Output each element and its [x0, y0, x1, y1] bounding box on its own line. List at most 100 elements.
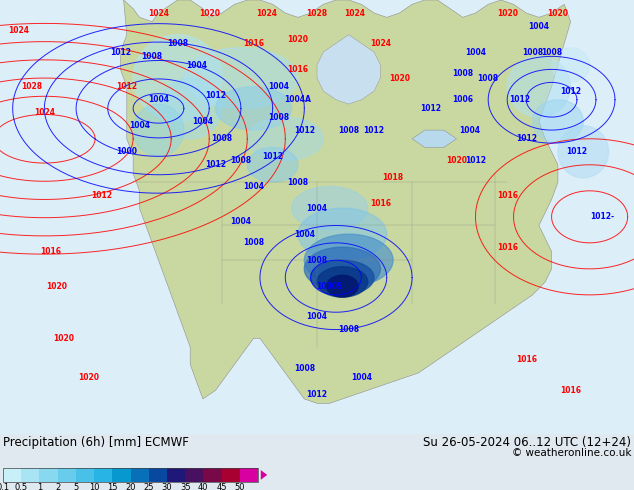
- Bar: [39, 468, 58, 482]
- Bar: [3, 468, 258, 482]
- Text: 1028: 1028: [21, 82, 42, 91]
- Text: 1020: 1020: [78, 373, 100, 382]
- Text: 1012: 1012: [262, 151, 283, 161]
- Text: 1016: 1016: [515, 355, 537, 365]
- Text: 10: 10: [89, 484, 100, 490]
- Polygon shape: [292, 187, 368, 230]
- Text: 40: 40: [198, 484, 209, 490]
- Polygon shape: [558, 126, 609, 178]
- Text: 1020: 1020: [198, 8, 220, 18]
- Text: 1016: 1016: [370, 199, 391, 208]
- Text: 1012: 1012: [465, 156, 486, 165]
- Bar: [94, 468, 112, 482]
- Polygon shape: [298, 208, 387, 260]
- Polygon shape: [412, 130, 456, 147]
- Polygon shape: [317, 267, 368, 297]
- Text: Su 26-05-2024 06..12 UTC (12+24): Su 26-05-2024 06..12 UTC (12+24): [423, 436, 631, 449]
- Text: 1: 1: [37, 484, 42, 490]
- Text: 1020: 1020: [287, 34, 309, 44]
- Text: 1012: 1012: [110, 48, 131, 56]
- Text: 1012: 1012: [91, 191, 112, 199]
- Bar: [149, 468, 167, 482]
- Text: 1016: 1016: [40, 247, 61, 256]
- Text: 1028: 1028: [306, 8, 328, 18]
- Bar: [3, 468, 21, 482]
- Text: 1012: 1012: [205, 160, 226, 169]
- Bar: [185, 468, 204, 482]
- Text: 1008: 1008: [211, 134, 233, 143]
- Text: 1012: 1012: [560, 87, 581, 96]
- Text: 1004: 1004: [192, 117, 214, 126]
- Polygon shape: [507, 56, 571, 117]
- Polygon shape: [247, 117, 323, 160]
- Text: 1004: 1004: [294, 230, 315, 239]
- Text: 1008: 1008: [522, 48, 543, 56]
- Bar: [76, 468, 94, 482]
- Text: 1016: 1016: [560, 386, 581, 395]
- Text: 1004: 1004: [458, 125, 480, 135]
- Polygon shape: [158, 78, 222, 139]
- Text: 1004: 1004: [465, 48, 486, 56]
- Text: 1004: 1004: [148, 95, 169, 104]
- Text: 30: 30: [162, 484, 172, 490]
- Bar: [167, 468, 185, 482]
- Text: 1020: 1020: [389, 74, 410, 82]
- Text: 1008: 1008: [230, 156, 252, 165]
- Polygon shape: [133, 35, 222, 122]
- Text: 1004: 1004: [351, 373, 372, 382]
- Polygon shape: [327, 275, 358, 297]
- Bar: [21, 468, 39, 482]
- Text: 0.5: 0.5: [15, 484, 28, 490]
- Polygon shape: [317, 35, 380, 104]
- Text: 1004: 1004: [186, 61, 207, 70]
- Text: 1012: 1012: [420, 104, 442, 113]
- Polygon shape: [216, 87, 292, 130]
- Text: 20: 20: [126, 484, 136, 490]
- Text: 1008: 1008: [306, 256, 328, 265]
- Text: 1000S: 1000S: [316, 282, 343, 291]
- Text: 1012: 1012: [205, 91, 226, 100]
- Polygon shape: [533, 100, 583, 143]
- Text: 1012: 1012: [306, 390, 328, 399]
- Text: 1016: 1016: [287, 65, 309, 74]
- Polygon shape: [120, 0, 571, 403]
- Text: 35: 35: [180, 484, 190, 490]
- Bar: [131, 468, 149, 482]
- Text: Precipitation (6h) [mm] ECMWF: Precipitation (6h) [mm] ECMWF: [3, 436, 189, 449]
- Text: 1018: 1018: [382, 173, 404, 182]
- Text: 1020: 1020: [53, 334, 74, 343]
- Text: 1000: 1000: [116, 147, 138, 156]
- Text: 25: 25: [143, 484, 154, 490]
- Text: 1008: 1008: [141, 52, 163, 61]
- Text: 1024: 1024: [344, 8, 366, 18]
- Text: 1004: 1004: [528, 22, 550, 30]
- Text: 1020: 1020: [547, 8, 569, 18]
- Bar: [112, 468, 131, 482]
- Bar: [58, 468, 76, 482]
- Text: 1008: 1008: [294, 364, 315, 373]
- Text: 5: 5: [74, 484, 79, 490]
- Bar: [204, 468, 221, 482]
- Text: 1008: 1008: [268, 113, 290, 122]
- Text: 1008: 1008: [338, 325, 359, 334]
- Polygon shape: [304, 234, 393, 286]
- Text: 1012-: 1012-: [590, 212, 614, 221]
- Text: 1016: 1016: [496, 191, 518, 199]
- Text: 1004A: 1004A: [285, 95, 311, 104]
- Text: 1024: 1024: [34, 108, 55, 117]
- Text: 1008: 1008: [338, 125, 359, 135]
- Text: 1012: 1012: [509, 95, 531, 104]
- Text: 50: 50: [235, 484, 245, 490]
- Text: 1006: 1006: [452, 95, 474, 104]
- Text: 1020: 1020: [446, 156, 467, 165]
- Text: 1004: 1004: [129, 121, 150, 130]
- Text: 1016: 1016: [243, 39, 264, 48]
- Text: 1012: 1012: [294, 125, 315, 135]
- Text: 1016: 1016: [496, 243, 518, 252]
- Bar: [240, 468, 258, 482]
- Text: 1020: 1020: [496, 8, 518, 18]
- Text: 1024: 1024: [370, 39, 391, 48]
- Text: 1020: 1020: [46, 282, 68, 291]
- Text: 1012: 1012: [363, 125, 385, 135]
- Text: 1008: 1008: [243, 238, 264, 247]
